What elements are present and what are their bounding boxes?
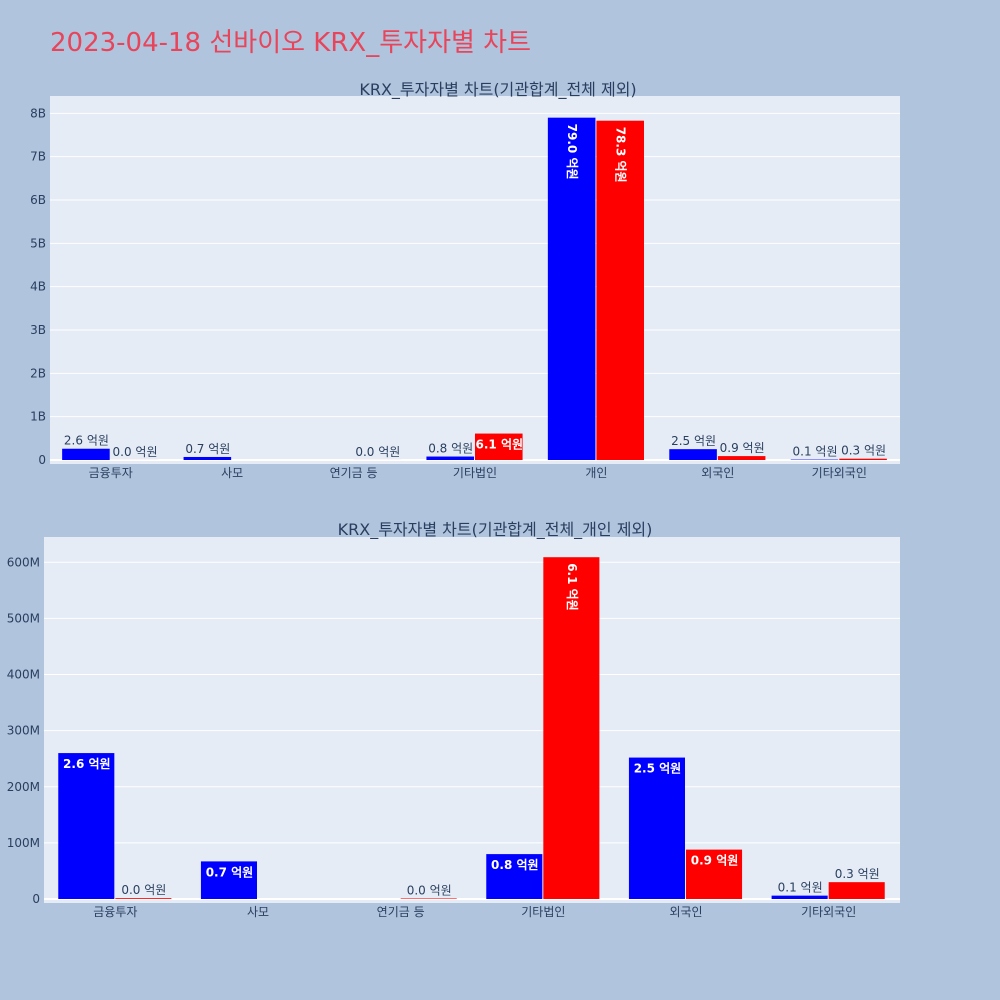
bar-data-label: 0.3 억원 [841, 444, 886, 458]
chart-title: KRX_투자자별 차트(기관합계_전체 제외) [359, 80, 636, 100]
sell-bar [828, 882, 885, 899]
y-tick-label: 500M [7, 611, 40, 625]
y-tick-label: 6B [30, 193, 46, 207]
y-tick-label: 100M [7, 836, 40, 850]
bar-data-label: 6.1 억원 [476, 438, 524, 452]
page-title: 2023-04-18 선바이오 KRX_투자자별 차트 [50, 28, 532, 58]
y-tick-label: 600M [7, 555, 40, 569]
sell-bar [717, 456, 766, 460]
sell-bar [596, 120, 644, 460]
bar-data-label: 0.0 억원 [113, 445, 158, 459]
x-tick-label: 기타법인 [521, 905, 565, 919]
bar-data-label: 78.3 억원 [614, 127, 628, 183]
buy-bar [58, 753, 115, 899]
buy-bar [628, 757, 685, 899]
sell-bar [475, 433, 523, 460]
buy-bar [486, 854, 543, 899]
x-tick-label: 외국인 [701, 466, 734, 480]
bar-data-label: 2.6 억원 [63, 757, 111, 771]
bar-data-label: 0.0 억원 [355, 445, 400, 459]
sell-bar [115, 898, 172, 899]
bar-data-label: 2.5 억원 [671, 434, 716, 448]
x-tick-label: 기타외국인 [812, 466, 867, 480]
x-tick-label: 금융투자 [93, 905, 137, 919]
x-tick-label: 외국인 [669, 905, 702, 919]
buy-bar [183, 456, 232, 460]
buy-bar [426, 456, 474, 460]
bar-data-label: 6.1 억원 [565, 563, 579, 611]
bar-data-label: 0.3 억원 [835, 867, 880, 881]
bar-data-label: 0.8 억원 [491, 858, 539, 872]
bar-data-label: 79.0 억원 [565, 124, 579, 180]
plot-area [44, 537, 900, 903]
x-tick-label: 사모 [247, 905, 269, 919]
y-tick-label: 4B [30, 280, 46, 294]
sell-bar [400, 898, 457, 899]
buy-bar [200, 861, 257, 899]
x-tick-label: 연기금 등 [330, 466, 378, 480]
y-tick-label: 3B [30, 323, 46, 337]
chart-title: KRX_투자자별 차트(기관합계_전체_개인 제외) [338, 520, 653, 540]
y-tick-label: 0 [38, 453, 46, 467]
top-investor-bar-chart: KRX_투자자별 차트(기관합계_전체 제외) 0 1B 2B 3B 4B 5B 6B 7B 8B… [30, 80, 900, 480]
y-tick-label: 8B [30, 106, 46, 120]
sell-bar [543, 557, 600, 899]
buy-bar [771, 895, 828, 899]
bottom-investor-bar-chart: KRX_투자자별 차트(기관합계_전체_개인 제외) 0 100M 200M 300M 4… [7, 520, 900, 919]
plot-area [50, 96, 900, 464]
buy-bar [62, 448, 110, 460]
bar-data-label: 0.7 억원 [185, 442, 230, 456]
y-tick-label: 7B [30, 150, 46, 164]
y-tick-label: 5B [30, 236, 46, 250]
bar-data-label: 2.5 억원 [634, 762, 682, 776]
x-tick-label: 개인 [585, 466, 607, 480]
bar-data-label: 2.6 억원 [64, 434, 109, 448]
bar-data-label: 0.1 억원 [793, 445, 838, 459]
bar-data-label: 0.0 억원 [121, 883, 166, 897]
bar-data-label: 0.8 억원 [428, 442, 473, 456]
buy-bar [547, 117, 596, 461]
bar-data-label: 0.1 억원 [778, 881, 823, 895]
bar-data-label: 0.0 억원 [407, 883, 452, 897]
y-tick-label: 1B [30, 410, 46, 424]
y-tick-label: 300M [7, 724, 40, 738]
y-tick-label: 0 [32, 892, 40, 906]
sell-bar [839, 458, 887, 460]
x-tick-label: 금융투자 [89, 466, 133, 480]
x-tick-label: 기타외국인 [801, 905, 856, 919]
x-tick-label: 연기금 등 [377, 905, 425, 919]
y-tick-label: 200M [7, 780, 40, 794]
x-tick-label: 기타법인 [453, 466, 497, 480]
y-tick-label: 400M [7, 668, 40, 682]
x-tick-label: 사모 [221, 466, 243, 480]
sell-bar [686, 849, 743, 899]
bar-data-label: 0.9 억원 [691, 854, 739, 868]
buy-bar [669, 449, 717, 460]
y-tick-label: 2B [30, 366, 46, 380]
bar-data-label: 0.9 억원 [720, 441, 765, 455]
bar-data-label: 0.7 억원 [206, 865, 254, 879]
